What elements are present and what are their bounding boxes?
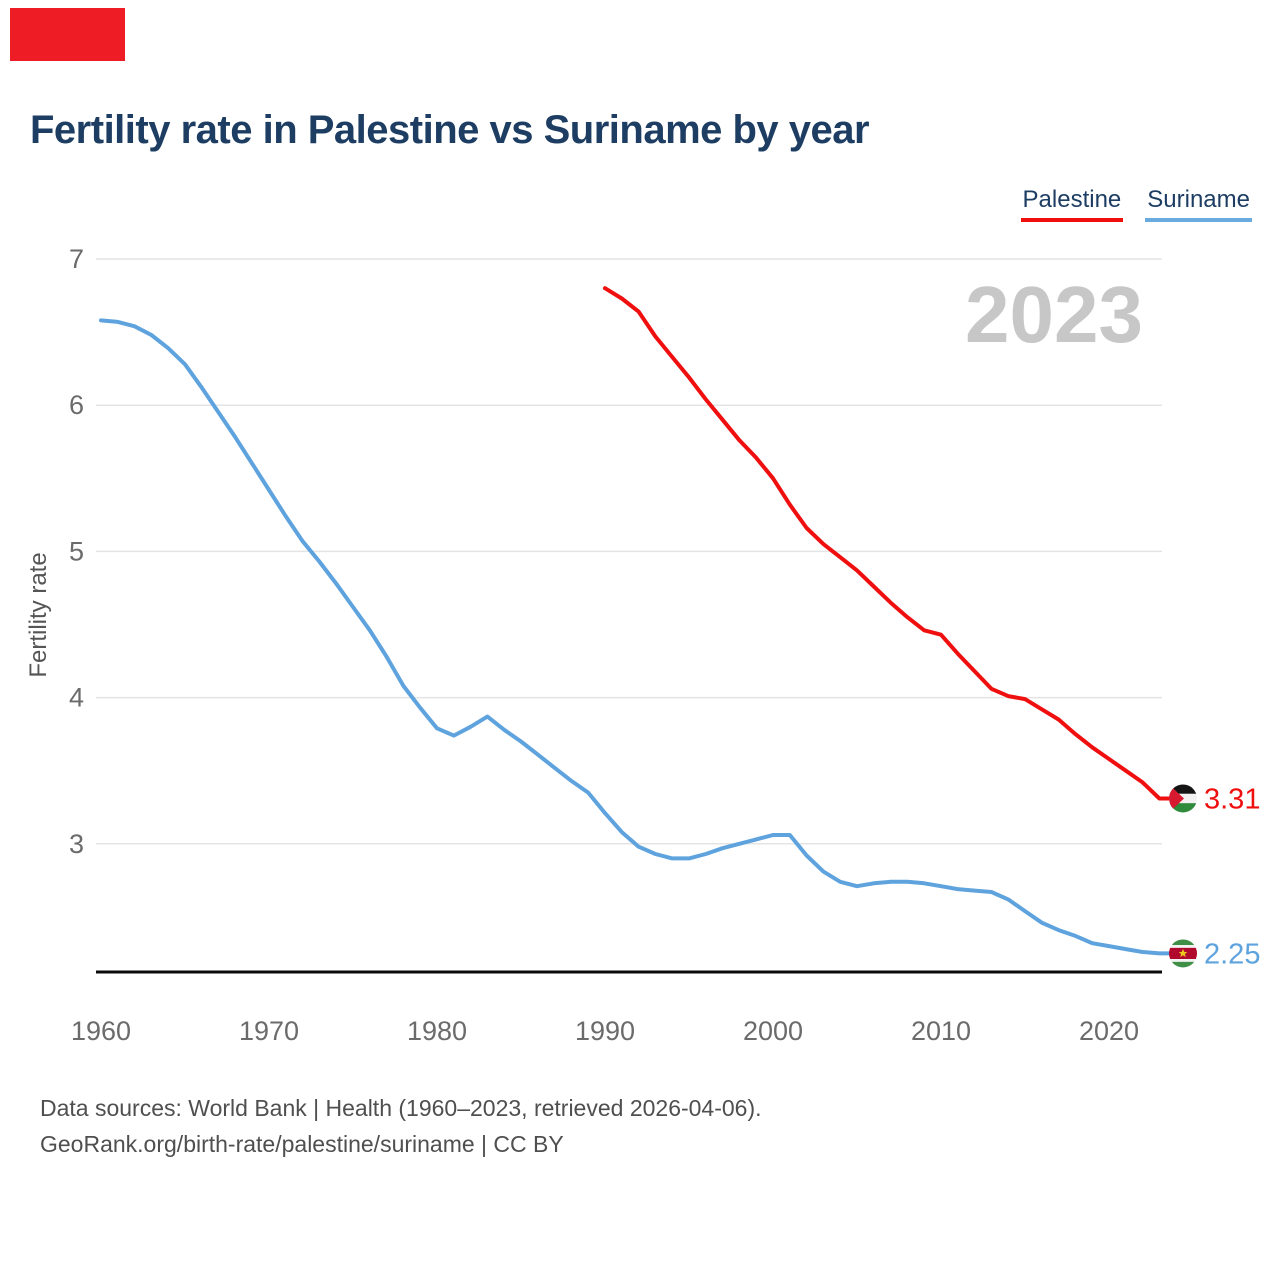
x-tick-label: 2010 — [911, 1016, 971, 1046]
footer-line-1: Data sources: World Bank | Health (1960–… — [40, 1095, 762, 1121]
header-red-mark — [10, 8, 125, 61]
y-tick-label: 7 — [69, 244, 84, 274]
legend-label-suriname: Suriname — [1147, 186, 1250, 213]
legend-label-palestine: Palestine — [1022, 186, 1122, 213]
x-tick-label: 1960 — [71, 1016, 131, 1046]
suriname-end-value: 2.25 — [1204, 938, 1260, 970]
footer-line-2: GeoRank.org/birth-rate/palestine/surinam… — [40, 1131, 564, 1157]
legend-item-suriname[interactable]: Suriname — [1145, 186, 1252, 222]
y-tick-label: 5 — [69, 536, 84, 566]
y-tick-label: 6 — [69, 390, 84, 420]
palestine-flag-icon — [1169, 784, 1197, 813]
x-tick-label: 1990 — [575, 1016, 635, 1046]
palestine-line — [603, 286, 1175, 801]
chart-legend: Palestine Suriname — [1020, 186, 1252, 222]
suriname-flag-icon — [1169, 939, 1197, 968]
palestine-end-value: 3.31 — [1204, 783, 1260, 815]
x-tick-label: 2000 — [743, 1016, 803, 1046]
x-tick-label: 2020 — [1079, 1016, 1139, 1046]
y-axis-title: Fertility rate — [25, 552, 52, 677]
legend-item-palestine[interactable]: Palestine — [1020, 186, 1124, 222]
watermark-year: 2023 — [965, 270, 1143, 359]
x-tick-label: 1980 — [407, 1016, 467, 1046]
x-tick-label: 1970 — [239, 1016, 299, 1046]
y-tick-label: 3 — [69, 829, 84, 859]
suriname-line — [99, 318, 1175, 956]
legend-underline-suriname — [1145, 218, 1252, 222]
page-title: Fertility rate in Palestine vs Suriname … — [30, 108, 870, 152]
y-tick-label: 4 — [69, 683, 84, 713]
legend-underline-palestine — [1020, 218, 1124, 222]
chart-footer: Data sources: World Bank | Health (1960–… — [40, 1090, 762, 1162]
